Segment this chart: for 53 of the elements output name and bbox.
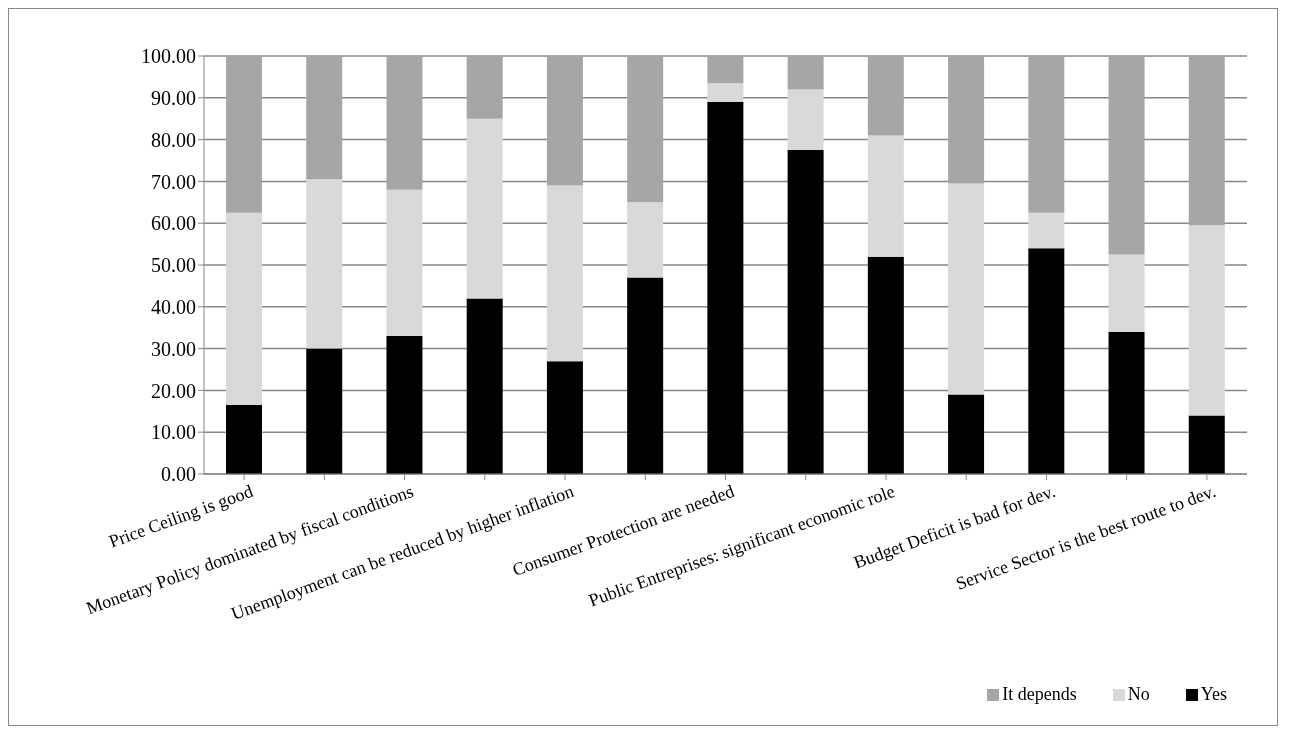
- bar: [1028, 56, 1065, 213]
- bar: [546, 56, 583, 186]
- legend-label: It depends: [1001, 684, 1077, 705]
- bar: [1028, 248, 1065, 474]
- bar: [546, 361, 583, 474]
- legend-label: Yes: [1199, 684, 1227, 705]
- bar: [1188, 225, 1225, 416]
- bar: [306, 56, 343, 180]
- bar: [1108, 331, 1145, 474]
- bar: [787, 89, 824, 151]
- bar: [787, 56, 824, 90]
- bar: [627, 277, 664, 474]
- bar: [707, 101, 744, 474]
- bar: [707, 56, 744, 84]
- bar: [386, 336, 423, 474]
- bar: [1028, 212, 1065, 249]
- bar: [546, 185, 583, 362]
- y-tick-label: 50.00: [151, 254, 196, 277]
- y-tick-label: 20.00: [151, 379, 196, 402]
- bar: [306, 348, 343, 474]
- bar: [867, 135, 904, 257]
- bar: [466, 298, 503, 474]
- bar: [867, 56, 904, 136]
- bar: [787, 150, 824, 474]
- bar: [627, 56, 664, 203]
- y-tick-label: 10.00: [151, 421, 196, 444]
- bar: [466, 118, 503, 299]
- y-tick-label: 40.00: [151, 295, 196, 318]
- bar: [226, 405, 262, 474]
- bar: [386, 189, 423, 337]
- bar: [707, 83, 744, 102]
- bar: [1108, 56, 1145, 255]
- y-tick-label: 100.00: [141, 45, 196, 68]
- y-tick-label: 70.00: [151, 170, 196, 193]
- bar: [1108, 254, 1145, 332]
- bar: [1188, 415, 1225, 474]
- bar: [948, 183, 985, 395]
- bar: [948, 56, 985, 184]
- legend-label: No: [1126, 684, 1150, 705]
- y-tick-label: 60.00: [151, 212, 196, 235]
- bar: [867, 256, 904, 474]
- y-tick-label: 0.00: [161, 463, 196, 486]
- bar: [627, 202, 664, 278]
- bar: [306, 179, 343, 349]
- bar: [948, 394, 985, 474]
- y-tick-label: 30.00: [151, 337, 196, 360]
- bar: [1188, 56, 1225, 226]
- bar: [226, 212, 262, 406]
- bar: [386, 56, 423, 190]
- y-tick-label: 90.00: [151, 86, 196, 109]
- bar: [226, 56, 262, 213]
- bar: [466, 56, 503, 119]
- y-tick-label: 80.00: [151, 128, 196, 151]
